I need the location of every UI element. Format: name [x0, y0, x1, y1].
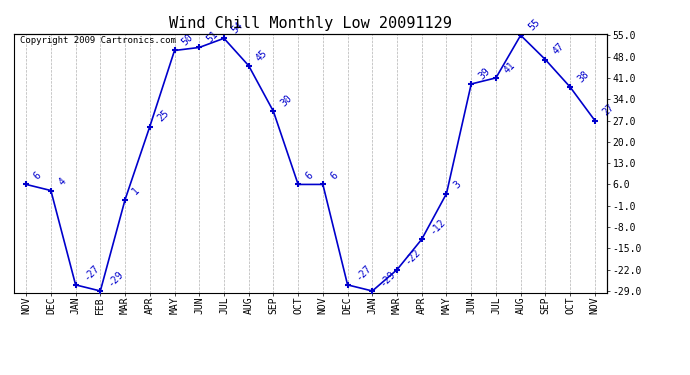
Text: -29: -29 [106, 268, 126, 288]
Text: -22: -22 [402, 248, 422, 267]
Text: 55: 55 [526, 17, 542, 33]
Text: 50: 50 [180, 32, 195, 48]
Text: 41: 41 [502, 60, 517, 75]
Text: -29: -29 [378, 268, 397, 288]
Text: 6: 6 [32, 170, 43, 182]
Text: -27: -27 [353, 262, 373, 282]
Text: -12: -12 [427, 217, 447, 237]
Text: 6: 6 [304, 170, 315, 182]
Text: Copyright 2009 Cartronics.com: Copyright 2009 Cartronics.com [20, 36, 176, 45]
Title: Wind Chill Monthly Low 20091129: Wind Chill Monthly Low 20091129 [169, 16, 452, 31]
Text: 51: 51 [205, 29, 220, 45]
Text: 4: 4 [57, 177, 68, 188]
Text: 54: 54 [230, 20, 245, 36]
Text: -27: -27 [81, 262, 101, 282]
Text: 47: 47 [551, 42, 566, 57]
Text: 27: 27 [600, 102, 615, 118]
Text: 25: 25 [155, 108, 170, 124]
Text: 38: 38 [575, 69, 591, 84]
Text: 45: 45 [254, 48, 270, 63]
Text: 3: 3 [452, 180, 463, 191]
Text: 1: 1 [130, 186, 142, 197]
Text: 6: 6 [328, 170, 339, 182]
Text: 39: 39 [477, 66, 492, 81]
Text: 30: 30 [279, 93, 295, 109]
